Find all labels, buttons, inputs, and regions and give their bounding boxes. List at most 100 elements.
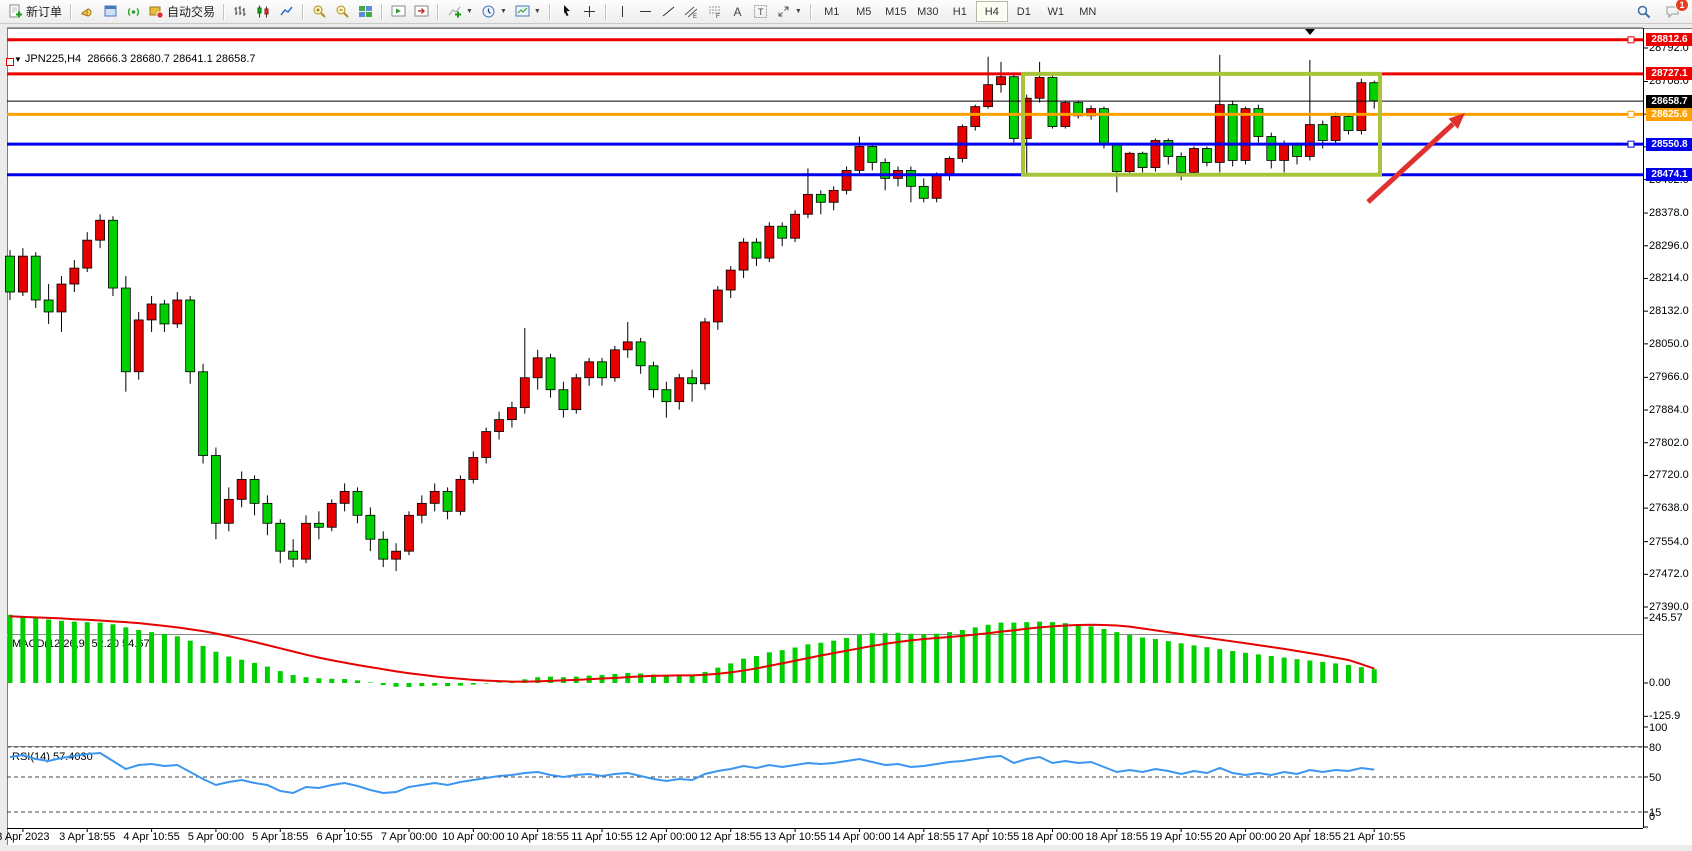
svg-text:E: E: [693, 14, 697, 19]
text-icon: A: [733, 5, 741, 19]
zoom-out-icon: [336, 5, 349, 18]
rsi-tick-label: 100: [1649, 722, 1668, 734]
bar-chart-icon: [234, 6, 246, 16]
dropdown-arrow-icon[interactable]: ▼: [466, 8, 473, 15]
toolbar-separator: [223, 3, 226, 20]
time-axis-label: 10 Apr 00:00: [442, 831, 505, 843]
chat-window-icon: [104, 5, 117, 17]
price-tick-label: 27720.0: [1649, 469, 1689, 482]
time-axis-label: 20 Apr 00:00: [1214, 831, 1277, 843]
toolbar-separator: [809, 3, 812, 20]
time-axis-label: 3 Apr 2023: [0, 831, 50, 843]
arrows-button[interactable]: ▼: [772, 1, 806, 23]
signal-button[interactable]: [122, 1, 145, 23]
search-icon: [1637, 5, 1651, 19]
auto-scroll-button[interactable]: [387, 1, 410, 23]
megaphone-button[interactable]: [76, 1, 99, 23]
bar-chart-button[interactable]: [229, 1, 252, 23]
text-button[interactable]: A: [726, 1, 749, 23]
timeframe-w1-button[interactable]: W1: [1047, 5, 1065, 18]
time-axis-label: 20 Apr 18:55: [1278, 831, 1342, 843]
price-tick-label: 27884.0: [1649, 404, 1689, 417]
timeframe-h4-button[interactable]: H4: [975, 1, 1008, 22]
price-line-flag: 28550.8: [1646, 137, 1692, 151]
timeframe-d1-button[interactable]: D1: [1016, 5, 1031, 18]
search-button[interactable]: [1632, 1, 1655, 23]
price-tick-label: 27554.0: [1649, 535, 1689, 548]
time-axis-label: 12 Apr 18:55: [699, 831, 762, 843]
toolbar-separator: [381, 3, 384, 20]
rsi-tick-label: 0: [1649, 811, 1656, 823]
time-axis-label: 13 Apr 10:55: [763, 831, 827, 843]
timeframe-m30-button[interactable]: M30: [917, 5, 939, 18]
chart-symbol: JPN225,H4: [24, 53, 82, 65]
price-tick-label: 27966.0: [1649, 371, 1689, 384]
fibonacci-icon: F: [708, 6, 720, 19]
channel-button[interactable]: E: [680, 1, 703, 23]
toolbar-separator: [437, 3, 440, 20]
periods-button[interactable]: ▼: [477, 1, 511, 23]
price-tick-label: 28214.0: [1649, 272, 1689, 285]
price-line-flag: 28658.7: [1646, 94, 1692, 108]
timeframe-m1-button[interactable]: M1: [824, 5, 840, 18]
symbol-dropdown-icon[interactable]: ▼: [14, 55, 22, 64]
zoom-in-button[interactable]: [308, 1, 331, 23]
toolbar: 新订单 自动交易 ▼ ▼ ▼ E F A T ▼ M1 M5 M15 M30 H1 H4 D1 W1 MN 1: [0, 0, 1692, 24]
autotrade-button[interactable]: 自动交易: [145, 1, 219, 23]
toolbar-separator: [302, 3, 305, 20]
chat-window-button[interactable]: [99, 1, 122, 23]
templates-button[interactable]: ▼: [511, 1, 545, 23]
toolbar-separator: [548, 3, 551, 20]
vline-button[interactable]: [611, 1, 634, 23]
time-axis-label: 6 Apr 10:55: [316, 831, 373, 843]
text-label-button[interactable]: T: [749, 1, 772, 23]
tile-windows-icon: [359, 6, 373, 17]
trendline-button[interactable]: [657, 1, 680, 23]
time-axis-label: 10 Apr 18:55: [506, 831, 569, 843]
notifications-button[interactable]: 1: [1661, 0, 1689, 23]
indicators-button[interactable]: ▼: [443, 1, 477, 23]
timeframe-m15-button[interactable]: M15: [885, 5, 907, 18]
channel-icon: E: [684, 6, 698, 19]
timeframe-mn-button[interactable]: MN: [1079, 5, 1097, 18]
dropdown-arrow-icon[interactable]: ▼: [794, 8, 802, 15]
toolbar-separator: [70, 3, 73, 20]
crosshair-button[interactable]: [578, 1, 601, 23]
chart-title: ▼ JPN225,H4 28666.3 28680.7 28641.1 28658…: [14, 53, 256, 65]
new-order-button[interactable]: 新订单: [4, 1, 66, 23]
fibonacci-button[interactable]: F: [703, 1, 726, 23]
time-axis-label: 14 Apr 18:55: [892, 831, 955, 843]
time-axis-label: 11 Apr 10:55: [571, 831, 633, 843]
autotrade-label: 自动交易: [167, 5, 216, 19]
arrows-icon: [778, 6, 789, 17]
chart-shift-button[interactable]: [410, 1, 433, 23]
object-select-marker[interactable]: [6, 58, 14, 66]
hline-button[interactable]: [634, 1, 657, 23]
line-chart-icon: [280, 6, 293, 16]
zoom-out-button[interactable]: [331, 1, 354, 23]
vline-icon: [621, 6, 623, 17]
dropdown-arrow-icon[interactable]: ▼: [499, 8, 507, 15]
cursor-button[interactable]: [555, 1, 578, 23]
autotrade-icon: [149, 6, 164, 19]
time-axis-label: 18 Apr 00:00: [1021, 831, 1084, 843]
price-tick-label: 28050.0: [1649, 337, 1689, 350]
tile-windows-button[interactable]: [354, 1, 377, 23]
candle-chart-button[interactable]: [252, 1, 275, 23]
auto-scroll-icon: [391, 5, 406, 17]
indicators-icon: [448, 6, 462, 18]
time-axis-label: 17 Apr 10:55: [956, 831, 1020, 843]
timeframe-m5-button[interactable]: M5: [856, 5, 872, 18]
timeframe-h1-button[interactable]: H1: [952, 5, 967, 18]
new-order-icon: [9, 4, 22, 18]
time-axis-label: 14 Apr 00:00: [828, 831, 891, 843]
price-tick-label: 28132.0: [1649, 305, 1689, 318]
dropdown-arrow-icon[interactable]: ▼: [533, 8, 541, 15]
templates-icon: [515, 5, 530, 17]
price-line-flag: 28727.1: [1646, 67, 1692, 81]
periods-icon: [482, 5, 495, 18]
macd-tick-label: -125.9: [1649, 710, 1681, 723]
time-axis-label: 5 Apr 18:55: [252, 831, 309, 843]
line-chart-button[interactable]: [275, 1, 298, 23]
